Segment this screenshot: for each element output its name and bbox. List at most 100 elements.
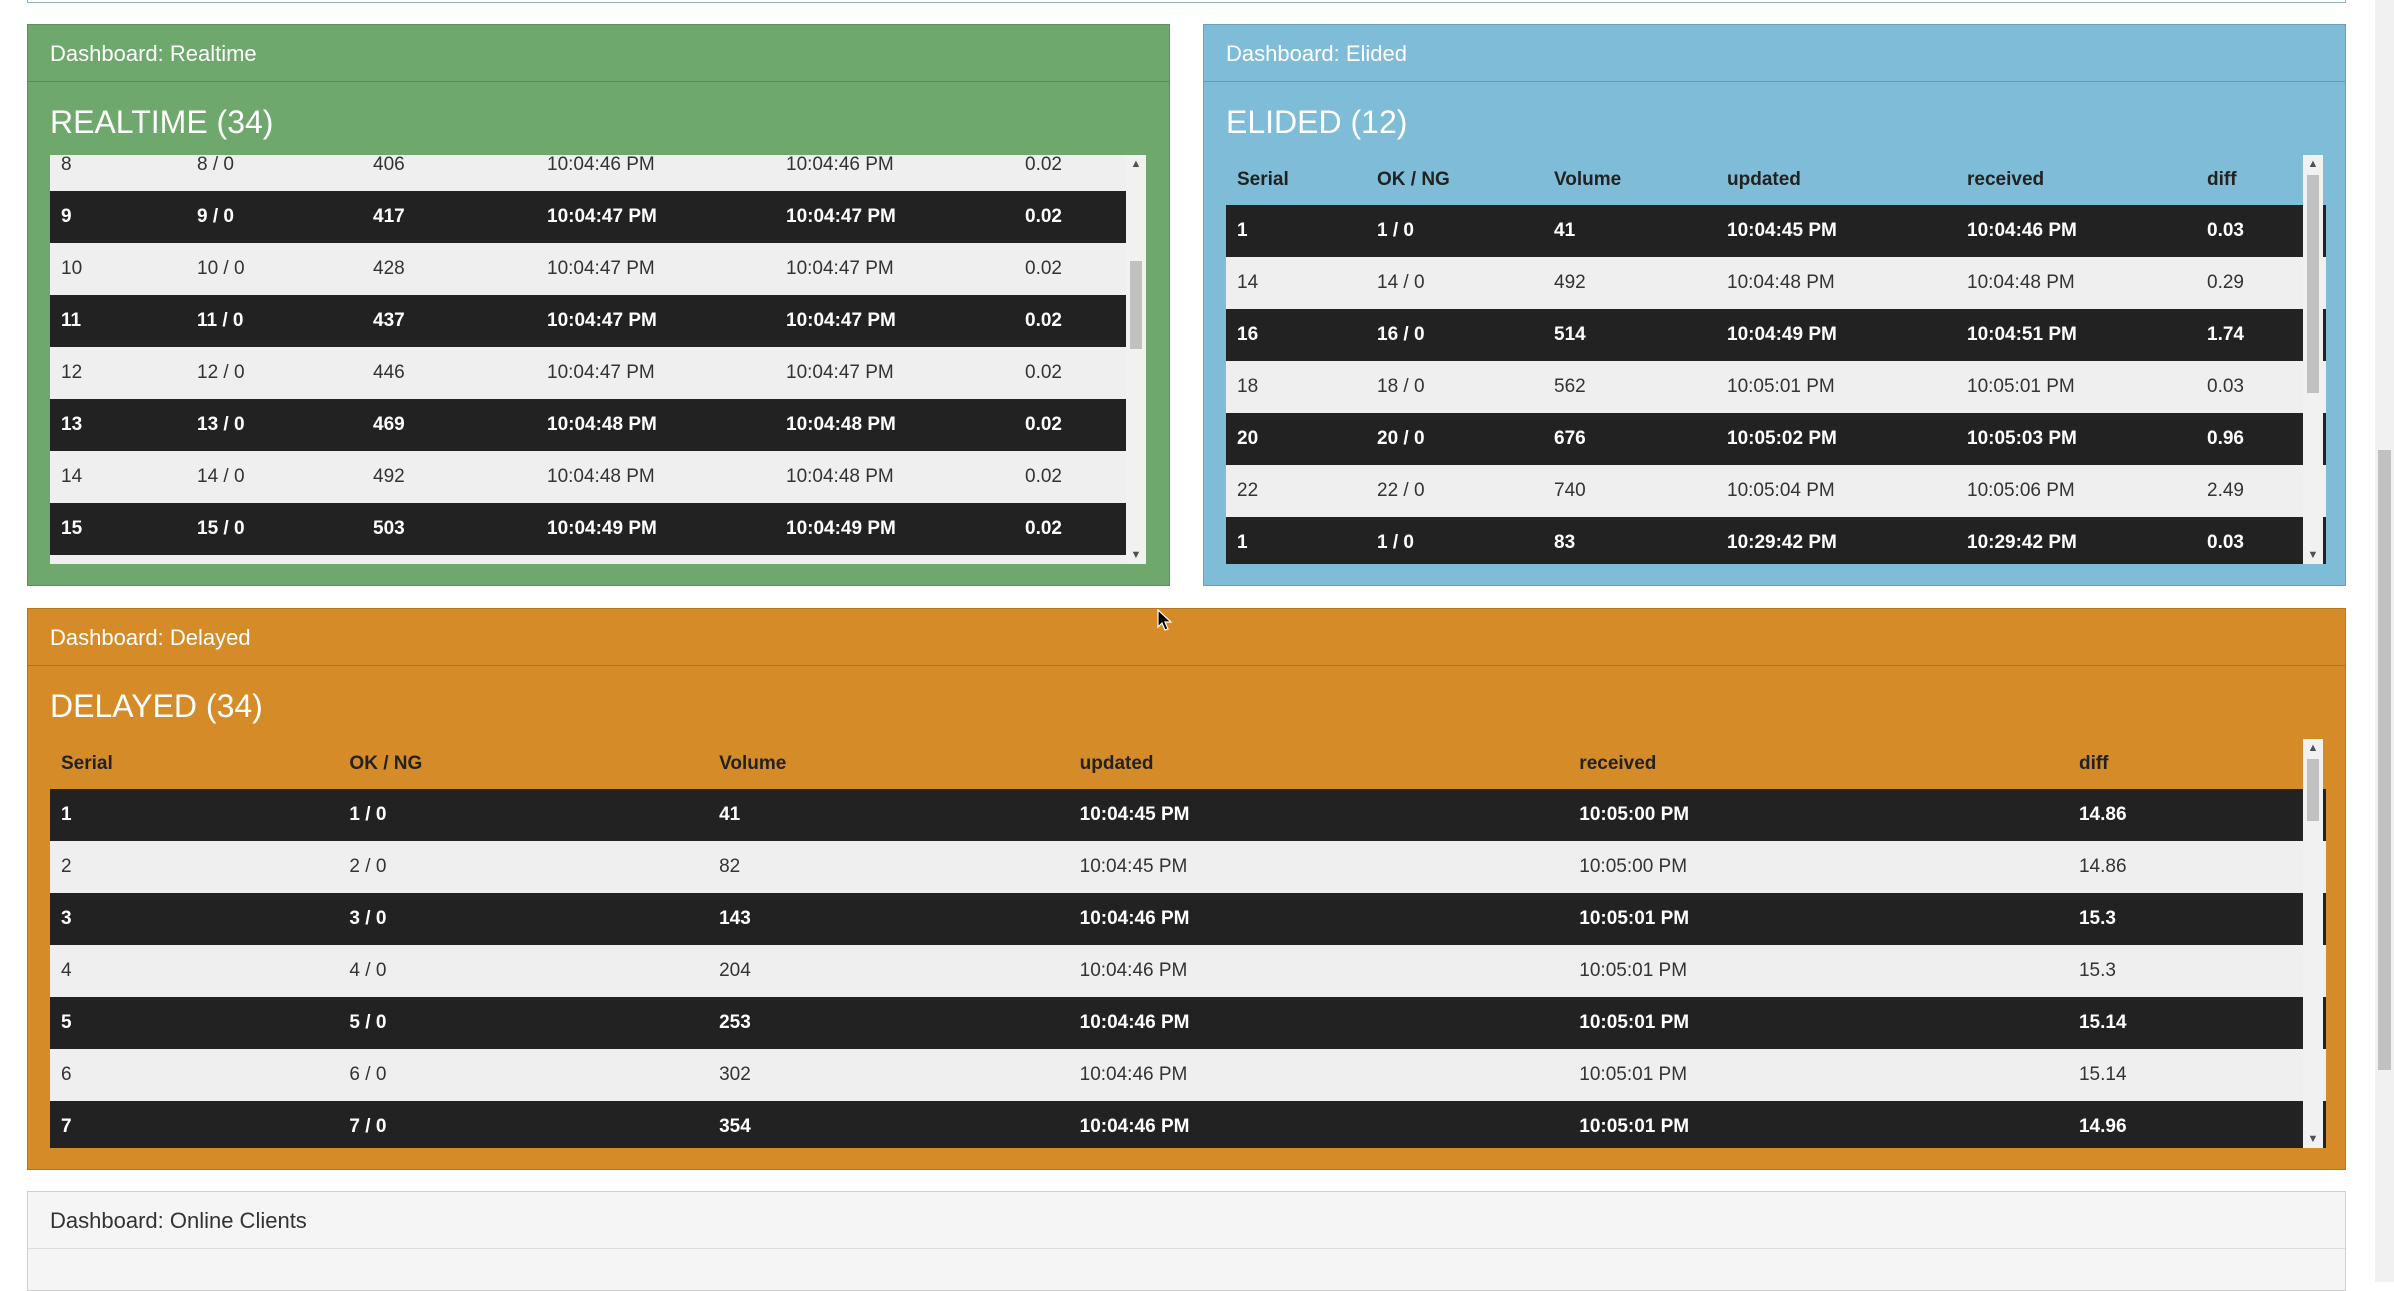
table-cell: 10:04:47 PM bbox=[775, 243, 1014, 295]
online-clients-panel: Dashboard: Online Clients bbox=[27, 1191, 2346, 1291]
table-cell: 10:04:47 PM bbox=[536, 191, 775, 243]
table-cell: 10:05:04 PM bbox=[1716, 465, 1956, 517]
table-cell: 0.02 bbox=[1014, 243, 1126, 295]
table-cell: 10:04:47 PM bbox=[536, 347, 775, 399]
table-cell: 15.14 bbox=[2067, 997, 2326, 1049]
table-cell: 10:04:46 PM bbox=[1068, 893, 1569, 945]
delayed-panel-header: Dashboard: Delayed bbox=[28, 609, 2345, 666]
table-cell: 16 / 0 bbox=[1366, 309, 1543, 361]
table-cell: 0.02 bbox=[1014, 295, 1126, 347]
realtime-scroll-thumb[interactable] bbox=[1130, 261, 1142, 349]
table-cell: 12 / 0 bbox=[186, 347, 362, 399]
table-row[interactable]: 20 20 / 0 676 10:05:02 PM 10:05:03 PM 0.96 bbox=[1226, 413, 2326, 465]
table-cell: 9 bbox=[50, 191, 186, 243]
table-cell: 14 / 0 bbox=[1366, 257, 1543, 309]
table-cell: 10:04:46 PM bbox=[1068, 1049, 1569, 1101]
elided-title: ELIDED (12) bbox=[1226, 104, 1408, 140]
table-cell: 1 / 0 bbox=[1366, 517, 1543, 564]
table-cell: 0.02 bbox=[1014, 451, 1126, 503]
table-cell: 20 / 0 bbox=[1366, 413, 1543, 465]
table-cell: 15.3 bbox=[2067, 945, 2326, 997]
column-header: received bbox=[1579, 753, 1657, 774]
delayed-table: Serial OK / NG Volume updated received diff 1… bbox=[50, 739, 2326, 1148]
table-cell: 16 bbox=[1226, 309, 1366, 361]
table-row[interactable]: 16 16 / 0 514 10:04:49 PM 10:04:51 PM 1.74 bbox=[1226, 309, 2326, 361]
table-cell: 13 bbox=[50, 399, 186, 451]
delayed-scroll-thumb[interactable] bbox=[2307, 759, 2319, 821]
table-cell: 492 bbox=[1543, 257, 1716, 309]
table-cell: 8 bbox=[50, 155, 186, 191]
scroll-up-icon[interactable]: ▲ bbox=[2307, 742, 2319, 754]
elided-table-container[interactable]: Serial OK / NG Volume updated received diff 1… bbox=[1226, 155, 2326, 564]
table-cell: 5 / 0 bbox=[338, 997, 709, 1049]
table-cell: 4 / 0 bbox=[338, 945, 709, 997]
table-cell: 10:05:01 PM bbox=[1568, 945, 2068, 997]
table-row[interactable]: 14 14 / 0 492 10:04:48 PM 10:04:48 PM 0.29 bbox=[1226, 257, 2326, 309]
table-cell: 302 bbox=[708, 1049, 1069, 1101]
column-header: Volume bbox=[1554, 169, 1622, 190]
table-cell: 10:04:47 PM bbox=[775, 191, 1014, 243]
table-row[interactable]: 12 12 / 0 446 10:04:47 PM 10:04:47 PM 0.02 bbox=[50, 347, 1126, 399]
table-row[interactable]: 22 22 / 0 740 10:05:04 PM 10:05:06 PM 2.49 bbox=[1226, 465, 2326, 517]
table-cell: 7 bbox=[50, 1101, 339, 1148]
table-cell: 14 bbox=[1226, 257, 1366, 309]
table-cell: 10:05:01 PM bbox=[1956, 361, 2196, 413]
table-cell: 437 bbox=[362, 295, 536, 347]
table-cell: 10 / 0 bbox=[186, 243, 362, 295]
table-cell: 10 bbox=[50, 243, 186, 295]
table-cell: 0.02 bbox=[1014, 191, 1126, 243]
scroll-down-icon[interactable]: ▼ bbox=[2307, 549, 2319, 561]
table-cell: 15.14 bbox=[2067, 1049, 2326, 1101]
scroll-down-icon[interactable]: ▼ bbox=[2307, 1133, 2319, 1145]
table-row[interactable]: 18 18 / 0 562 10:05:01 PM 10:05:01 PM 0.03 bbox=[1226, 361, 2326, 413]
table-row[interactable]: 10 10 / 0 428 10:04:47 PM 10:04:47 PM 0.02 bbox=[50, 243, 1126, 295]
table-row[interactable]: 15 15 / 0 503 10:04:49 PM 10:04:49 PM 0.02 bbox=[50, 503, 1126, 555]
page-scrollbar[interactable] bbox=[2375, 0, 2394, 1282]
elided-scroll-thumb[interactable] bbox=[2307, 175, 2319, 393]
delayed-table-container[interactable]: Serial OK / NG Volume updated received diff 1… bbox=[50, 739, 2326, 1148]
table-cell: 10:05:02 PM bbox=[1716, 413, 1956, 465]
page-scroll-thumb[interactable] bbox=[2378, 450, 2391, 1070]
table-cell: 253 bbox=[708, 997, 1069, 1049]
table-cell: 204 bbox=[708, 945, 1069, 997]
delayed-scrollbar[interactable]: ▲ ▼ bbox=[2303, 739, 2323, 1148]
table-cell: 10:29:42 PM bbox=[1716, 517, 1956, 564]
table-cell: 10:05:01 PM bbox=[1568, 1101, 2068, 1148]
realtime-scrollbar[interactable]: ▲ ▼ bbox=[1126, 155, 1146, 564]
table-cell: 10:04:47 PM bbox=[536, 295, 775, 347]
table-row[interactable]: 14 14 / 0 492 10:04:48 PM 10:04:48 PM 0.02 bbox=[50, 451, 1126, 503]
scroll-up-icon[interactable]: ▲ bbox=[2307, 158, 2319, 170]
scroll-down-icon[interactable]: ▼ bbox=[1130, 549, 1142, 561]
table-cell: 10:05:00 PM bbox=[1568, 789, 2068, 841]
table-cell: 11 / 0 bbox=[186, 295, 362, 347]
elided-scrollbar[interactable]: ▲ ▼ bbox=[2303, 155, 2323, 564]
table-cell: 10:05:00 PM bbox=[1568, 841, 2068, 893]
table-cell: 15 / 0 bbox=[186, 503, 362, 555]
table-cell: 10:04:46 PM bbox=[1068, 1101, 1569, 1148]
online-clients-panel-header: Dashboard: Online Clients bbox=[28, 1192, 2345, 1249]
realtime-panel-header: Dashboard: Realtime bbox=[28, 25, 1169, 82]
column-header: Serial bbox=[61, 753, 113, 774]
table-cell: 10:04:49 PM bbox=[1716, 309, 1956, 361]
table-cell: 1 bbox=[50, 789, 339, 841]
scroll-up-icon[interactable]: ▲ bbox=[1130, 158, 1142, 170]
column-header: diff bbox=[2207, 169, 2237, 190]
table-cell: 0.02 bbox=[1014, 503, 1126, 555]
table-row[interactable]: 13 13 / 0 469 10:04:48 PM 10:04:48 PM 0.02 bbox=[50, 399, 1126, 451]
table-cell: 10:04:47 PM bbox=[536, 243, 775, 295]
table-cell: 562 bbox=[1543, 361, 1716, 413]
table-cell: 10:05:03 PM bbox=[1956, 413, 2196, 465]
table-row[interactable]: 11 11 / 0 437 10:04:47 PM 10:04:47 PM 0.02 bbox=[50, 295, 1126, 347]
